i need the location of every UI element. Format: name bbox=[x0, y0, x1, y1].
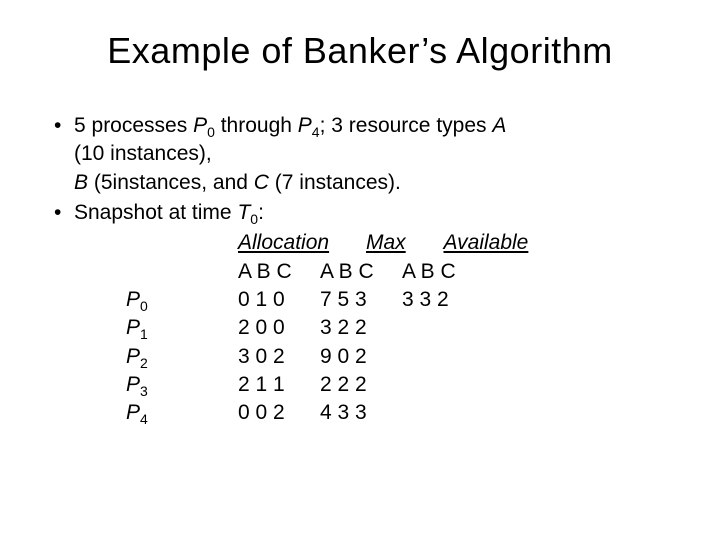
p4-label: P bbox=[298, 114, 312, 137]
alloc-cell: 3 0 2 bbox=[238, 343, 320, 371]
hdr-allocation: Allocation bbox=[238, 229, 366, 257]
slide: Example of Banker’s Algorithm 5 processe… bbox=[0, 0, 720, 540]
snapshot-colon: : bbox=[258, 201, 264, 224]
header-row: AllocationMax Available bbox=[126, 229, 670, 257]
text-line3a: (5instances, and bbox=[88, 171, 254, 194]
proc-label: P bbox=[126, 373, 140, 396]
bullet-1: 5 processes P0 through P4; 3 resource ty… bbox=[50, 112, 670, 197]
max-cell: 9 0 2 bbox=[320, 343, 402, 371]
hdr-max: Max bbox=[366, 229, 426, 257]
proc-sub: 1 bbox=[140, 327, 148, 343]
a-label: A bbox=[492, 114, 506, 137]
text-line3b: (7 instances). bbox=[269, 171, 401, 194]
b-label: B bbox=[74, 171, 88, 194]
data-table: AllocationMax Available A B CA B CA B C … bbox=[126, 229, 670, 427]
snapshot-lead: Snapshot at time bbox=[74, 201, 237, 224]
proc-label: P bbox=[126, 288, 140, 311]
max-cell: 2 2 2 bbox=[320, 371, 402, 399]
text-procs: 5 processes bbox=[74, 114, 193, 137]
slide-body: 5 processes P0 through P4; 3 resource ty… bbox=[50, 112, 670, 428]
max-cell: 7 5 3 bbox=[320, 286, 402, 314]
avail-cell: 3 3 2 bbox=[402, 286, 502, 314]
table-row: P1 2 0 03 2 2 bbox=[126, 314, 670, 342]
table-row: P4 0 0 24 3 3 bbox=[126, 399, 670, 427]
max-cell: 4 3 3 bbox=[320, 399, 402, 427]
table-row: P3 2 1 12 2 2 bbox=[126, 371, 670, 399]
p0-label: P bbox=[193, 114, 207, 137]
t-label: T bbox=[237, 201, 250, 224]
alloc-cell: 2 1 1 bbox=[238, 371, 320, 399]
proc-sub: 0 bbox=[140, 298, 148, 314]
alloc-cell: 0 1 0 bbox=[238, 286, 320, 314]
proc-sub: 2 bbox=[140, 355, 148, 371]
hdr-available: Available bbox=[444, 231, 529, 254]
alloc-cell: 2 0 0 bbox=[238, 314, 320, 342]
t-sub: 0 bbox=[250, 211, 258, 227]
proc-sub: 4 bbox=[140, 412, 148, 428]
text-res: ; 3 resource types bbox=[320, 114, 493, 137]
text-line2: (10 instances), bbox=[74, 142, 212, 165]
table-row: P0 0 1 07 5 33 3 2 bbox=[126, 286, 670, 314]
max-cell: 3 2 2 bbox=[320, 314, 402, 342]
abc-alloc: A B C bbox=[238, 258, 320, 286]
abc-max: A B C bbox=[320, 258, 402, 286]
proc-label: P bbox=[126, 316, 140, 339]
alloc-cell: 0 0 2 bbox=[238, 399, 320, 427]
table-row: P2 3 0 29 0 2 bbox=[126, 343, 670, 371]
text-through: through bbox=[215, 114, 298, 137]
proc-sub: 3 bbox=[140, 383, 148, 399]
abc-avail: A B C bbox=[402, 258, 502, 286]
p0-sub: 0 bbox=[207, 124, 215, 140]
proc-label: P bbox=[126, 345, 140, 368]
c-label: C bbox=[254, 171, 269, 194]
p4-sub: 4 bbox=[312, 124, 320, 140]
abc-row: A B CA B CA B C bbox=[126, 258, 670, 286]
bullet-2: Snapshot at time T0: bbox=[50, 199, 670, 227]
proc-label: P bbox=[126, 401, 140, 424]
slide-title: Example of Banker’s Algorithm bbox=[50, 30, 670, 72]
